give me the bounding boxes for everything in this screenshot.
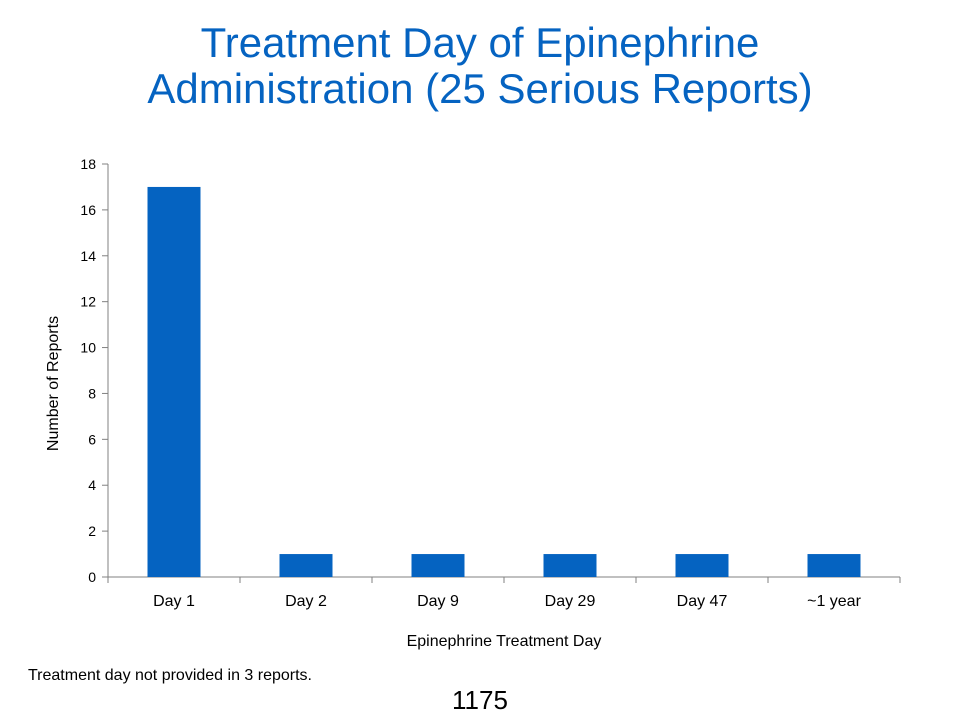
y-tick-label: 14 (80, 248, 96, 264)
slide-number: 1175 (452, 685, 508, 715)
bar-day-9 (411, 554, 465, 577)
footnote: Treatment day not provided in 3 reports. (28, 667, 312, 684)
bar-day-47 (675, 554, 729, 577)
y-tick-label: 16 (80, 202, 96, 218)
x-tick-label: ~1 year (807, 593, 861, 610)
y-tick-label: 4 (88, 477, 96, 493)
bar-day-1 (147, 186, 201, 577)
y-tick-label: 12 (80, 294, 96, 310)
x-axis-title: Epinephrine Treatment Day (407, 633, 602, 650)
x-tick-label: Day 29 (545, 593, 596, 610)
y-tick-label: 8 (88, 385, 96, 401)
chart-title: Treatment Day of Epinephrine Administrat… (0, 20, 960, 112)
chart-title-line-1: Treatment Day of Epinephrine (200, 19, 760, 66)
bar-1-year (807, 554, 861, 577)
y-tick-label: 0 (88, 569, 96, 585)
x-tick-label: Day 9 (417, 593, 459, 610)
x-tick-label: Day 2 (285, 593, 327, 610)
y-axis-title: Number of Reports (45, 316, 62, 451)
chart-title-line-2: Administration (25 Serious Reports) (147, 65, 813, 112)
x-tick-label: Day 1 (153, 593, 195, 610)
y-tick-label: 6 (88, 431, 96, 447)
bar-day-2 (279, 554, 333, 577)
y-tick-label: 2 (88, 523, 96, 539)
x-tick-label: Day 47 (677, 593, 728, 610)
y-tick-label: 18 (80, 156, 96, 172)
bar-day-29 (543, 554, 597, 577)
y-tick-label: 10 (80, 340, 96, 356)
